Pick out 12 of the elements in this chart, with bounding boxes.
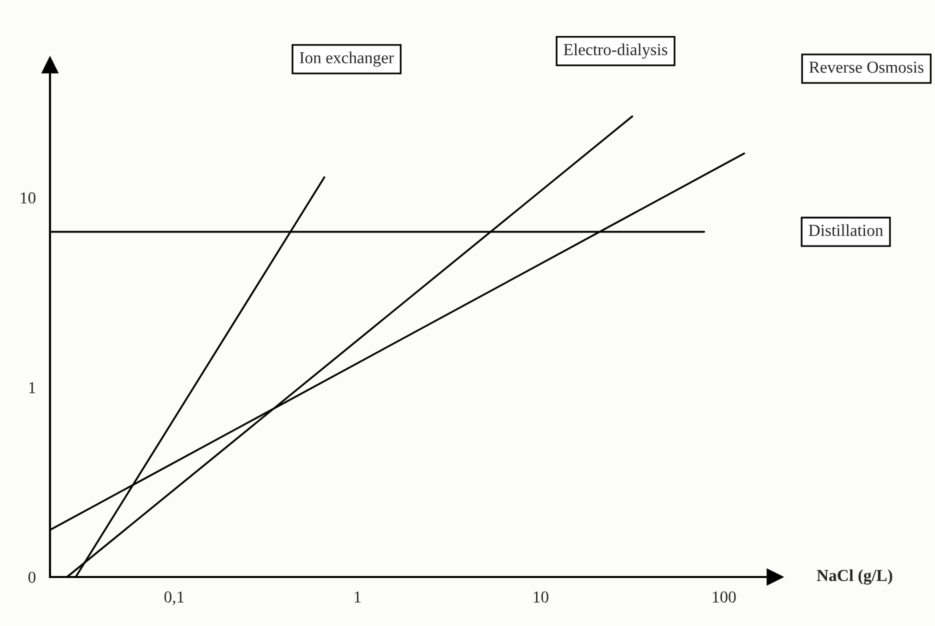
text: Ion exchanger: [300, 52, 394, 67]
x-tick-label: 10: [534, 591, 548, 603]
text: Electro-dialysis: [564, 44, 668, 59]
text: Distillation: [808, 224, 884, 236]
text: Reverse Osmosis: [809, 62, 924, 73]
x-axis-title: NaCl (g/L): [816, 569, 892, 585]
x-tick-label: 0,1: [164, 591, 184, 606]
y-tick-label: 1: [29, 382, 36, 394]
x-tick-label: 1: [354, 591, 361, 602]
y-tick-label: 0: [28, 572, 36, 583]
y-tick-label: 10: [20, 192, 36, 204]
x-tick-label: 100: [712, 591, 736, 603]
